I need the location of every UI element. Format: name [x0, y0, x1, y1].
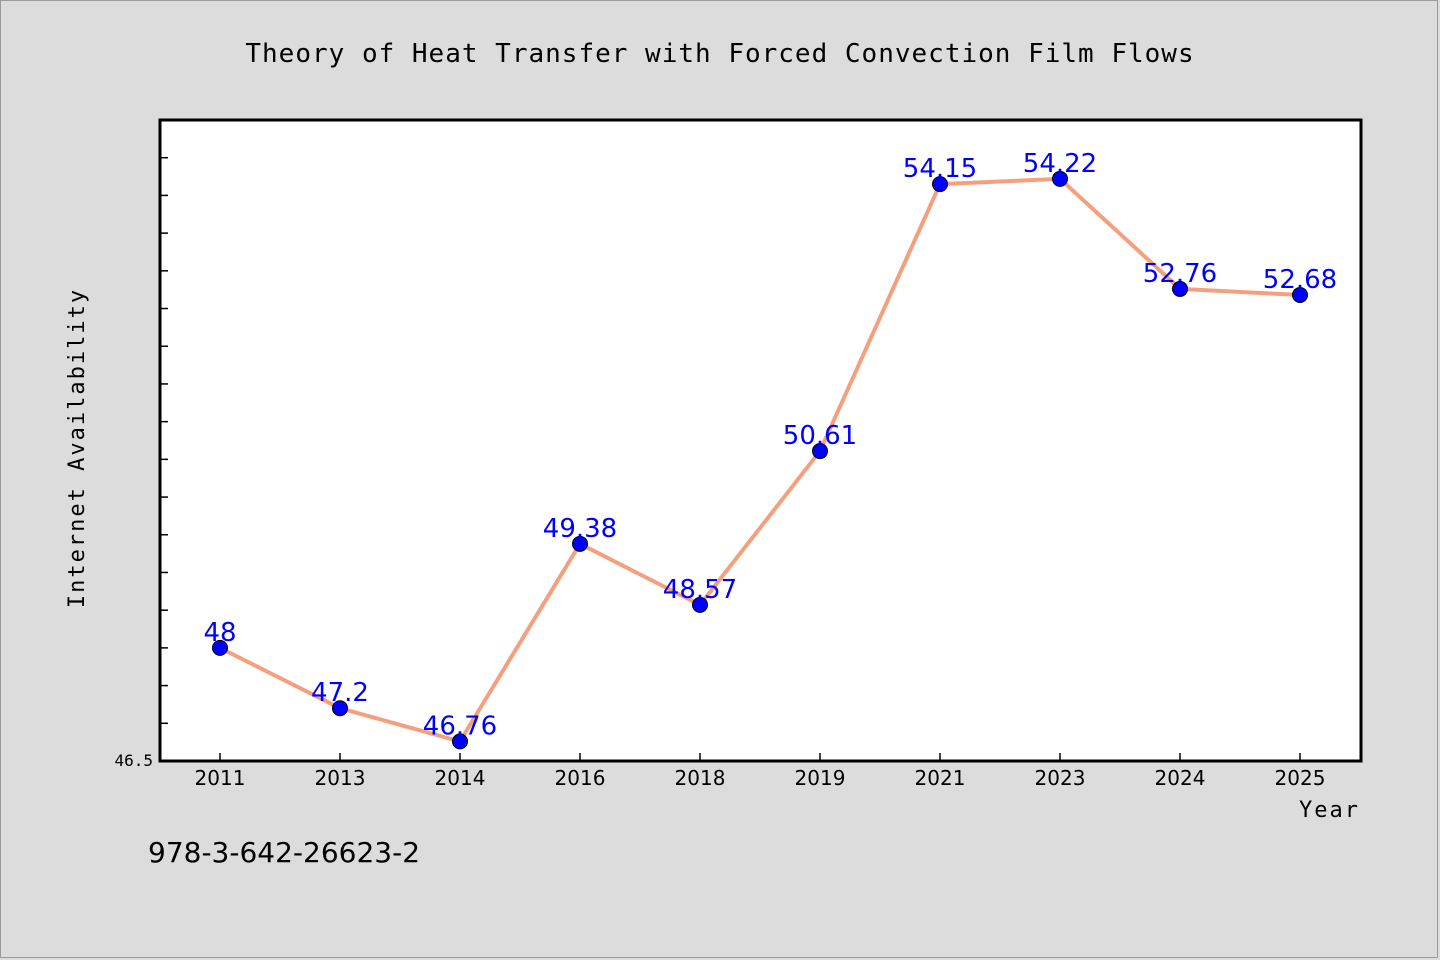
chart-title: Theory of Heat Transfer with Forced Conv…	[245, 39, 1194, 69]
data-labels: 48 47.2 46.76 49.38 48.57 50.61 54.15 54.22 52.7…	[203, 149, 1337, 742]
data-point	[332, 700, 348, 717]
series-line-group	[218, 176, 1302, 744]
data-label: 48	[203, 618, 236, 648]
y-axis-ticks	[160, 156, 168, 762]
data-point	[692, 596, 708, 613]
x-tick-label: 2021	[915, 766, 966, 790]
data-label: 52.76	[1143, 259, 1217, 289]
y-axis-min-label: 46.5	[114, 751, 153, 770]
x-axis-title: Year	[1299, 798, 1360, 823]
data-point	[1052, 170, 1068, 187]
data-label: 54.15	[903, 154, 977, 184]
data-point	[212, 639, 228, 656]
x-tick-label: 2023	[1035, 766, 1086, 790]
data-label: 46.76	[423, 711, 497, 741]
x-tick-label: 2013	[315, 766, 366, 790]
data-label: 54.22	[1023, 149, 1097, 179]
x-axis-ticks	[219, 753, 1301, 761]
data-point	[1172, 280, 1188, 297]
footer-isbn: 978-3-642-26623-2	[148, 836, 420, 869]
x-tick-label: 2024	[1155, 766, 1206, 790]
data-label: 50.61	[783, 421, 857, 451]
data-point	[452, 733, 468, 750]
series-line	[218, 176, 1302, 744]
y-axis-title: Internet Availability	[65, 288, 90, 608]
data-markers	[212, 170, 1308, 750]
x-tick-label: 2014	[435, 766, 486, 790]
x-tick-label: 2016	[555, 766, 606, 790]
data-label: 47.2	[311, 678, 369, 708]
data-label: 52.68	[1263, 265, 1337, 295]
data-label: 48.57	[663, 575, 737, 605]
plot-area	[158, 118, 1363, 763]
data-point	[812, 443, 828, 460]
x-tick-label: 2025	[1275, 766, 1326, 790]
x-tick-label: 2018	[675, 766, 726, 790]
x-tick-label: 2011	[195, 766, 246, 790]
data-point	[1292, 286, 1308, 303]
x-axis-tick-labels: 2011 2013 2014 2016 2018 2019 2021 2023 2024 2025	[195, 766, 1326, 790]
data-point	[572, 535, 588, 552]
data-point	[932, 176, 948, 193]
x-tick-label: 2019	[795, 766, 846, 790]
data-label: 49.38	[543, 514, 617, 544]
